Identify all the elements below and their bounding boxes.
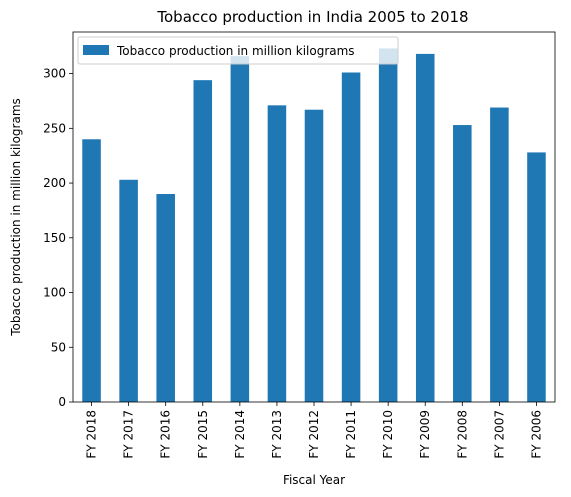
legend-swatch <box>83 45 109 55</box>
legend: Tobacco production in million kilograms <box>77 36 399 65</box>
x-tick-label: FY 2009 <box>418 410 432 459</box>
x-tick-label: FY 2011 <box>344 410 358 459</box>
x-axis-ticks: FY 2018 FY 2017 FY 2016 FY 2015 FY 2014 FY 20… <box>85 402 543 459</box>
legend-label: Tobacco production in million kilograms <box>116 44 355 58</box>
bar-fy-2008 <box>453 125 472 403</box>
x-tick-label: FY 2016 <box>159 410 173 459</box>
plot-frame <box>72 31 556 403</box>
x-tick-label: FY 2008 <box>455 410 469 459</box>
y-tick-label: 300 <box>43 67 66 81</box>
bar-fy-2017 <box>119 179 138 402</box>
x-tick-label: FY 2010 <box>381 410 395 459</box>
x-tick-label: FY 2013 <box>270 410 284 459</box>
y-tick-label: 50 <box>51 340 66 354</box>
bar-fy-2012 <box>304 109 324 402</box>
bar-fy-2010 <box>378 48 398 403</box>
x-tick-label: FY 2014 <box>233 410 247 459</box>
x-tick-label: FY 2012 <box>307 410 321 459</box>
x-tick-label: FY 2006 <box>529 410 543 459</box>
x-tick-label: FY 2007 <box>492 410 506 459</box>
y-tick-label: 150 <box>43 231 66 245</box>
bar-fy-2015 <box>193 80 213 402</box>
x-tick-label: FY 2017 <box>122 410 136 459</box>
y-axis-label: Tobacco production in million kilograms <box>9 98 23 337</box>
bars-group <box>82 48 546 403</box>
x-axis-label: Fiscal Year <box>283 473 345 487</box>
y-tick-label: 0 <box>58 395 66 409</box>
bar-fy-2007 <box>490 107 509 403</box>
x-tick-label: FY 2015 <box>196 410 210 459</box>
y-tick-label: 100 <box>43 286 66 300</box>
chart-title: Tobacco production in India 2005 to 2018 <box>156 8 468 26</box>
bar-fy-2013 <box>267 105 287 402</box>
bar-fy-2014 <box>230 56 250 403</box>
x-tick-label: FY 2018 <box>85 410 99 459</box>
y-tick-label: 200 <box>43 176 66 190</box>
bar-fy-2016 <box>156 194 175 402</box>
y-axis-ticks: 0 50 100 150 200 250 300 <box>43 67 73 409</box>
bar-fy-2006 <box>527 152 546 402</box>
bar-fy-2009 <box>415 53 435 402</box>
y-tick-label: 250 <box>43 121 66 135</box>
legend-box <box>77 36 399 65</box>
bar-fy-2018 <box>82 139 101 402</box>
bar-fy-2011 <box>341 72 361 402</box>
